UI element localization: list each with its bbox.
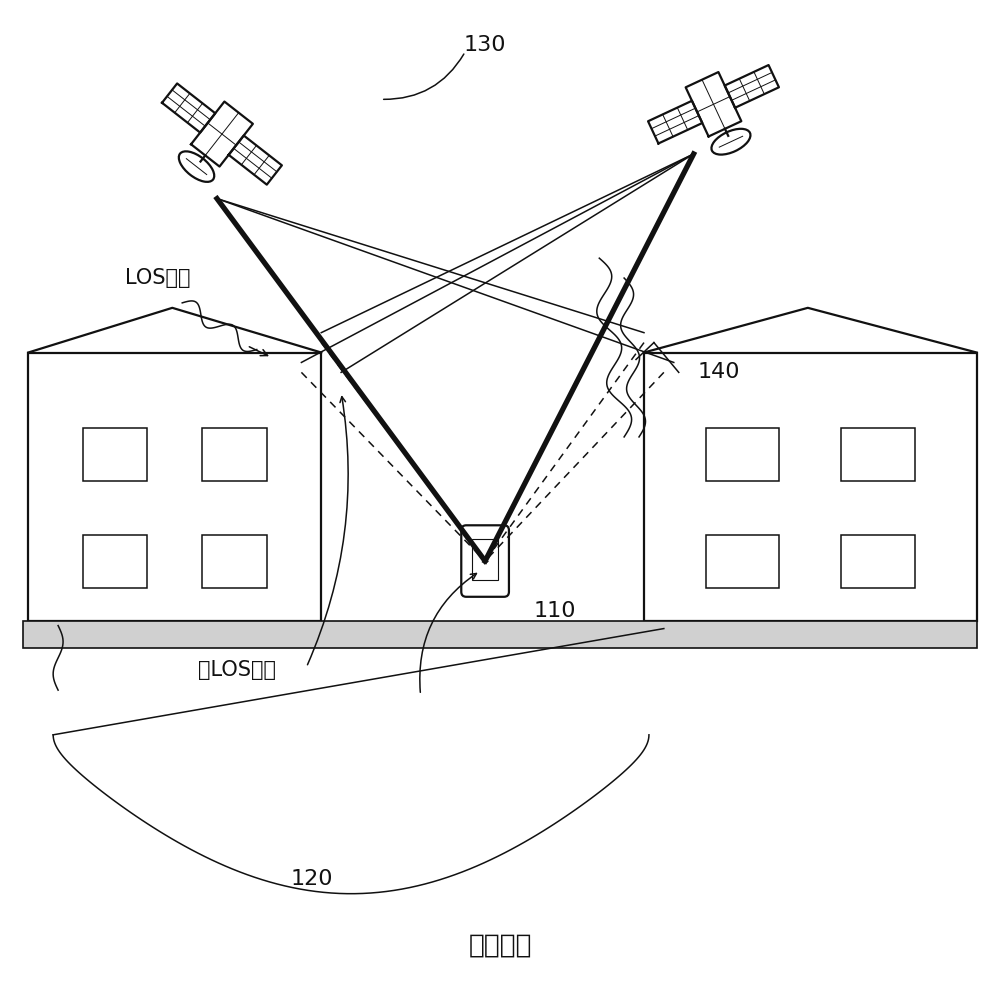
Text: 现有技术: 现有技术 xyxy=(468,932,532,958)
Text: 非LOS信号: 非LOS信号 xyxy=(198,660,276,680)
Text: 120: 120 xyxy=(290,869,333,889)
Text: 110: 110 xyxy=(533,601,576,621)
Bar xyxy=(83,428,147,482)
Bar xyxy=(83,535,147,589)
Bar xyxy=(841,535,915,589)
Bar xyxy=(644,353,977,621)
Bar xyxy=(202,535,267,589)
Bar xyxy=(28,353,321,621)
Bar xyxy=(202,428,267,482)
Text: LOS信号: LOS信号 xyxy=(125,268,190,288)
Bar xyxy=(706,428,779,482)
Bar xyxy=(23,621,977,648)
Text: 130: 130 xyxy=(464,35,506,55)
Bar xyxy=(472,539,498,580)
Text: 140: 140 xyxy=(697,362,740,382)
Bar xyxy=(841,428,915,482)
Bar xyxy=(706,535,779,589)
